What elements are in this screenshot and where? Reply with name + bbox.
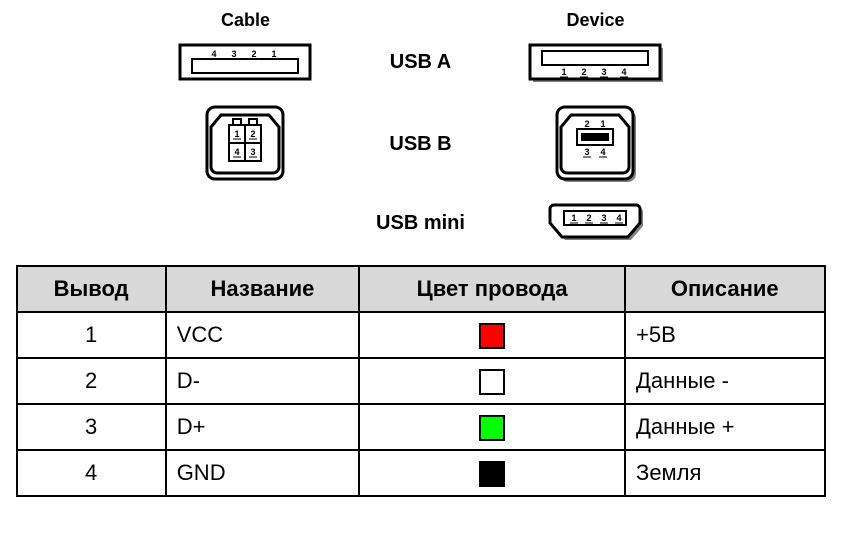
cell-desc: Земля — [625, 450, 824, 496]
header-cable: Cable — [141, 10, 351, 31]
svg-text:3: 3 — [601, 213, 606, 223]
color-swatch — [479, 415, 505, 441]
cell-pin: 3 — [17, 404, 166, 450]
svg-text:2: 2 — [251, 49, 256, 59]
label-usb-b: USB B — [351, 133, 491, 156]
svg-text:3: 3 — [584, 147, 589, 157]
svg-text:4: 4 — [600, 147, 605, 157]
svg-text:1: 1 — [600, 119, 605, 129]
table-row: 3D+ Данные + — [17, 404, 825, 450]
col-name: Название — [166, 266, 360, 312]
svg-text:4: 4 — [211, 49, 216, 59]
svg-text:2: 2 — [584, 119, 589, 129]
row-usb-mini: USB mini 1234 — [61, 201, 781, 245]
table-row: 4GND Земля — [17, 450, 825, 496]
cell-pin: 4 — [17, 450, 166, 496]
col-color: Цвет провода — [359, 266, 625, 312]
color-swatch — [479, 461, 505, 487]
svg-text:3: 3 — [250, 147, 255, 157]
cell-desc: Данные - — [625, 358, 824, 404]
cell-name: VCC — [166, 312, 360, 358]
color-swatch — [479, 369, 505, 395]
row-usb-a: 4 3 2 1 USB A 1 2 3 4 — [61, 37, 781, 87]
cell-desc: +5В — [625, 312, 824, 358]
svg-text:3: 3 — [601, 67, 606, 77]
svg-text:2: 2 — [581, 67, 586, 77]
svg-text:1: 1 — [271, 49, 276, 59]
cell-color — [359, 404, 625, 450]
label-usb-a: USB A — [351, 51, 491, 74]
cell-color — [359, 312, 625, 358]
svg-text:2: 2 — [586, 213, 591, 223]
usb-b-cable-icon: 1 2 4 3 — [141, 101, 351, 187]
usb-b-device-icon: 2 1 3 4 — [491, 101, 701, 187]
pinout-table: Вывод Название Цвет провода Описание 1VC… — [16, 265, 826, 497]
table-row: 2D- Данные - — [17, 358, 825, 404]
usb-mini-device-icon: 1234 — [491, 201, 701, 245]
cell-pin: 1 — [17, 312, 166, 358]
col-pin: Вывод — [17, 266, 166, 312]
cell-color — [359, 358, 625, 404]
cell-pin: 2 — [17, 358, 166, 404]
row-usb-b: 1 2 4 3 USB B 2 1 3 4 — [61, 101, 781, 187]
cell-desc: Данные + — [625, 404, 824, 450]
table-header-row: Вывод Название Цвет провода Описание — [17, 266, 825, 312]
svg-text:1: 1 — [561, 67, 566, 77]
color-swatch — [479, 323, 505, 349]
cell-name: D- — [166, 358, 360, 404]
usb-a-cable-icon: 4 3 2 1 — [141, 37, 351, 87]
svg-text:3: 3 — [231, 49, 236, 59]
header-device: Device — [491, 10, 701, 31]
label-usb-mini: USB mini — [351, 212, 491, 235]
table-row: 1VCC +5В — [17, 312, 825, 358]
usb-a-device-icon: 1 2 3 4 — [491, 37, 701, 87]
diagram-column-headers: Cable Device — [61, 10, 781, 31]
svg-text:4: 4 — [621, 67, 626, 77]
svg-text:4: 4 — [234, 147, 239, 157]
cell-name: D+ — [166, 404, 360, 450]
cell-name: GND — [166, 450, 360, 496]
svg-text:4: 4 — [616, 213, 621, 223]
cell-color — [359, 450, 625, 496]
connector-diagram: Cable Device 4321 USB A 1234 — [61, 10, 781, 245]
col-desc: Описание — [625, 266, 824, 312]
svg-text:1: 1 — [571, 213, 576, 223]
svg-text:1: 1 — [234, 129, 239, 139]
svg-text:2: 2 — [250, 129, 255, 139]
